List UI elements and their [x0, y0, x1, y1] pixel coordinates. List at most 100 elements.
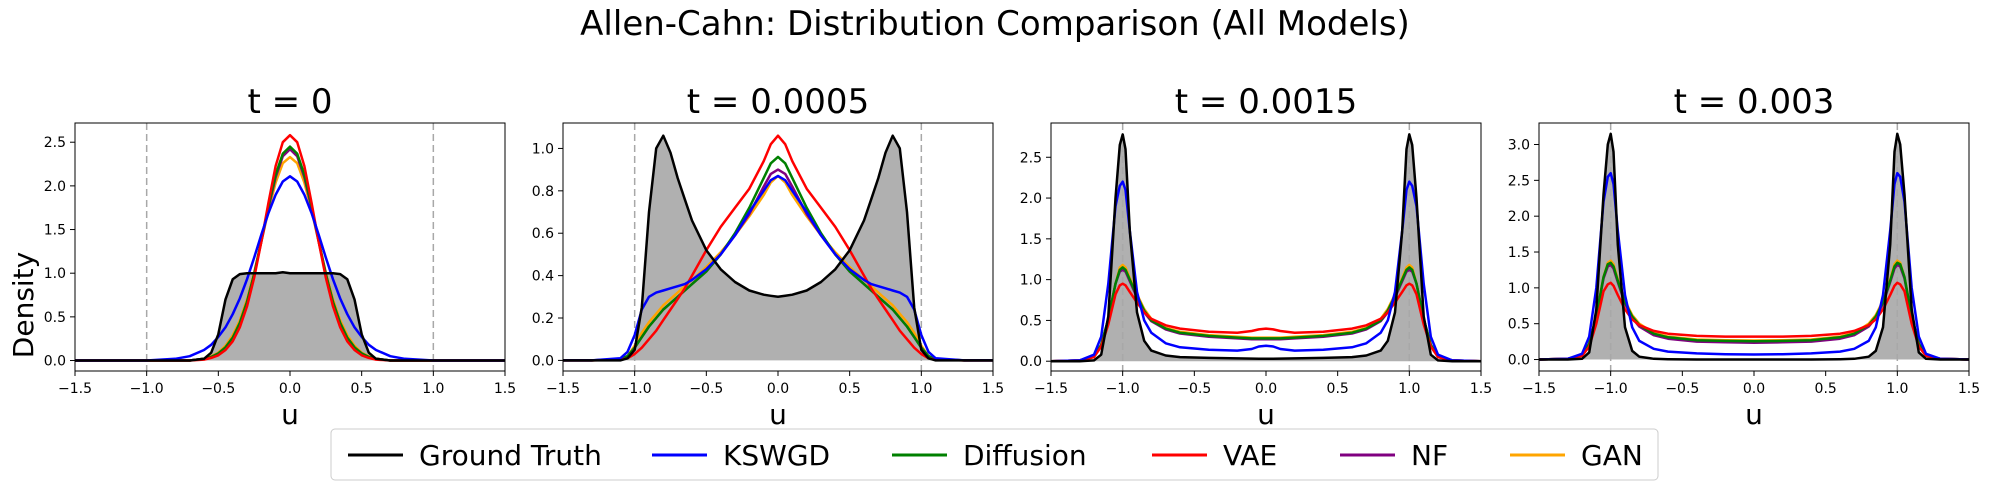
plot-area — [1051, 123, 1481, 371]
y-tick-label: 3.0 — [1508, 138, 1530, 154]
panels: −1.5 −1.0 −0.5 0.0 0.5 1.0 1.5 0.0 0.5 1.0 1.5 2.0 2… — [44, 82, 1980, 431]
legend-label: KSWGD — [723, 439, 830, 472]
x-tick-label: −1.0 — [130, 381, 164, 397]
x-tick-label: 1.0 — [910, 381, 932, 397]
y-tick-label: 0.2 — [532, 311, 554, 327]
legend-entry: VAE — [1152, 439, 1277, 472]
y-tick-label: 2.5 — [1020, 150, 1042, 166]
y-tick-label: 0.5 — [44, 310, 66, 326]
x-tick-label: −1.5 — [58, 381, 92, 397]
x-axis-label: u — [281, 398, 299, 431]
series-line-diffusion — [1539, 261, 1969, 361]
series-line-diffusion — [1051, 266, 1481, 363]
x-tick-label: −1.5 — [1522, 381, 1556, 397]
x-tick-label: −0.5 — [1177, 381, 1211, 397]
series-line-kswgd — [1051, 180, 1481, 363]
y-tick-label: 0.0 — [44, 354, 66, 370]
x-tick-label: 0.5 — [839, 381, 861, 397]
x-tick-label: 0.5 — [1327, 381, 1349, 397]
series-line-ground-truth — [75, 271, 505, 362]
x-tick-label: 0.0 — [1255, 381, 1277, 397]
y-tick-label: 1.0 — [1020, 273, 1042, 289]
x-tick-label: 1.5 — [1958, 381, 1980, 397]
x-tick-label: 1.0 — [1886, 381, 1908, 397]
x-tick-label: 1.5 — [494, 381, 516, 397]
series-line-kswgd — [563, 174, 993, 362]
y-tick-label: 1.5 — [44, 223, 66, 239]
x-tick-label: −0.5 — [201, 381, 235, 397]
legend-entry: KSWGD — [652, 439, 830, 472]
series-line-vae — [563, 134, 993, 362]
ground-truth-fill — [1051, 134, 1481, 362]
subplot-title: t = 0 — [247, 82, 332, 122]
x-tick-label: 0.0 — [767, 381, 789, 397]
x-tick-label: 0.5 — [351, 381, 373, 397]
figure-title: Allen-Cahn: Distribution Comparison (All… — [580, 4, 1410, 44]
subplot-title: t = 0.003 — [1674, 82, 1835, 122]
plot-area — [75, 123, 505, 371]
series-line-ground-truth — [1539, 132, 1969, 361]
x-tick-label: 1.0 — [422, 381, 444, 397]
legend-entry: Ground Truth — [348, 439, 602, 472]
series-line-diffusion — [563, 155, 993, 362]
x-tick-label: −1.0 — [618, 381, 652, 397]
y-tick-label: 1.0 — [532, 141, 554, 157]
ground-truth-fill — [1539, 133, 1969, 360]
legend-entry: NF — [1340, 439, 1448, 472]
subplot-title: t = 0.0015 — [1175, 82, 1357, 122]
plot-area — [563, 123, 993, 371]
legend-label: GAN — [1581, 439, 1643, 472]
y-tick-label: 0.8 — [532, 184, 554, 200]
legend-label: Ground Truth — [419, 439, 602, 472]
y-tick-label: 0.0 — [1020, 354, 1042, 370]
x-tick-label: −1.0 — [1106, 381, 1140, 397]
y-tick-label: 1.0 — [1508, 281, 1530, 297]
x-axis-label: u — [1745, 398, 1763, 431]
x-tick-label: −0.5 — [1665, 381, 1699, 397]
series-line-kswgd — [75, 175, 505, 362]
x-tick-label: −1.0 — [1594, 381, 1628, 397]
y-axis-label: Density — [7, 252, 40, 358]
y-tick-label: 0.4 — [532, 269, 554, 285]
series-line-vae — [1051, 282, 1481, 363]
y-tick-label: 2.0 — [1020, 191, 1042, 207]
ground-truth-fill — [75, 272, 505, 361]
subplot-1: −1.5 −1.0 −0.5 0.0 0.5 1.0 1.5 0.0 0.5 1.0 1.5 2.0 2… — [44, 82, 516, 431]
y-tick-label: 2.5 — [1508, 173, 1530, 189]
x-tick-label: −1.5 — [546, 381, 580, 397]
y-tick-label: 0.5 — [1020, 313, 1042, 329]
x-tick-label: 1.5 — [982, 381, 1004, 397]
series-line-vae — [1539, 281, 1969, 361]
y-tick-label: 0.6 — [532, 226, 554, 242]
x-tick-label: 1.5 — [1470, 381, 1492, 397]
legend-entry: GAN — [1510, 439, 1643, 472]
legend-entry: Diffusion — [892, 439, 1087, 472]
x-tick-label: −0.5 — [689, 381, 723, 397]
y-tick-label: 0.5 — [1508, 317, 1530, 333]
series-line-ground-truth — [1051, 133, 1481, 363]
legend-box — [330, 428, 1659, 481]
y-tick-label: 2.0 — [1508, 209, 1530, 225]
y-tick-label: 0.0 — [532, 353, 554, 369]
y-tick-label: 2.5 — [44, 135, 66, 151]
x-tick-label: 1.0 — [1398, 381, 1420, 397]
legend-label: NF — [1411, 439, 1448, 472]
y-tick-label: 0.0 — [1508, 353, 1530, 369]
legend-label: Diffusion — [963, 439, 1087, 472]
y-tick-label: 1.5 — [1508, 245, 1530, 261]
y-tick-label: 1.5 — [1020, 232, 1042, 248]
x-tick-label: 0.5 — [1815, 381, 1837, 397]
legend-label: VAE — [1223, 439, 1277, 472]
subplot-title: t = 0.0005 — [687, 82, 869, 122]
legend: Ground Truth KSWGD Diffusion VAE NF GAN — [330, 428, 1659, 481]
series-line-kswgd — [1539, 171, 1969, 361]
x-tick-label: 0.0 — [1743, 381, 1765, 397]
y-tick-label: 1.0 — [44, 266, 66, 282]
subplot-4: −1.5 −1.0 −0.5 0.0 0.5 1.0 1.5 0.0 0.5 1.0 1.5 2.0 2… — [1508, 82, 1980, 431]
plot-area — [1539, 123, 1969, 371]
x-tick-label: −1.5 — [1034, 381, 1068, 397]
subplot-2: −1.5 −1.0 −0.5 0.0 0.5 1.0 1.5 0.0 0.2 0.4 0.6 0.8 1… — [532, 82, 1004, 431]
x-tick-label: 0.0 — [279, 381, 301, 397]
y-tick-label: 2.0 — [44, 179, 66, 195]
